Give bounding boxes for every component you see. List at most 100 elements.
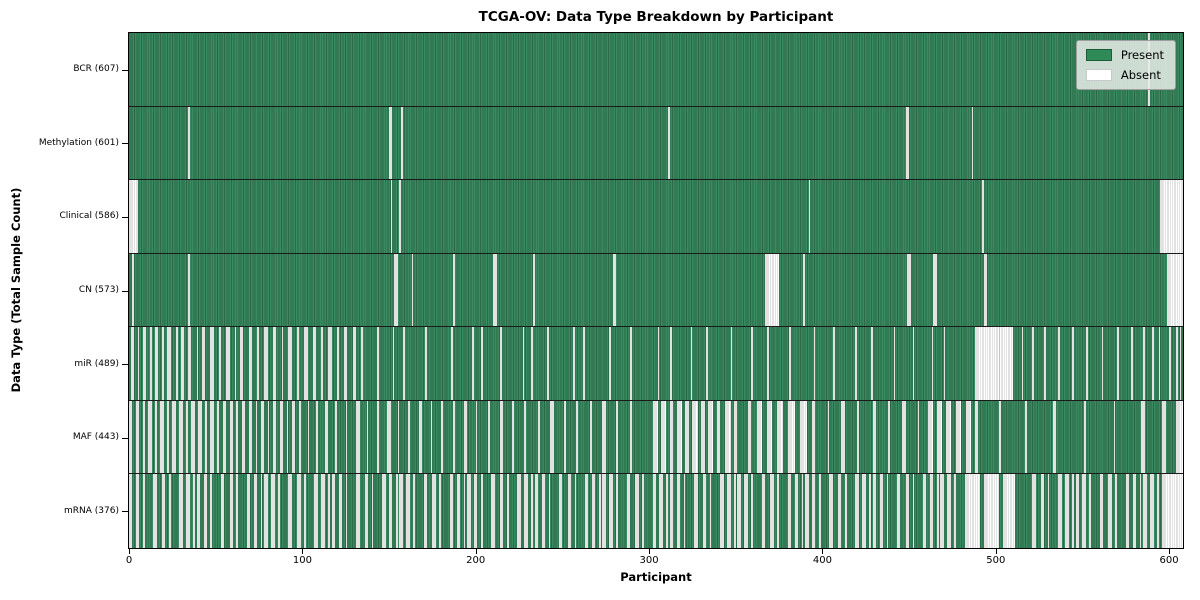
absent-stripe: [272, 327, 277, 400]
absent-stripe: [676, 474, 681, 548]
absent-stripe: [364, 474, 369, 548]
absent-stripe: [933, 253, 937, 327]
absent-stripe: [709, 474, 712, 548]
absent-stripe: [137, 327, 140, 400]
absent-stripe: [1115, 474, 1118, 548]
absent-stripe: [524, 474, 528, 548]
absent-stripe: [1025, 400, 1027, 474]
absent-stripe: [1158, 327, 1161, 400]
absent-stripe: [297, 474, 301, 548]
absent-stripe: [187, 106, 190, 180]
absent-stripe: [390, 180, 393, 253]
absent-stripe: [181, 327, 185, 400]
absent-stripe: [870, 327, 873, 400]
absent-stripe: [167, 327, 171, 400]
absent-stripe: [397, 400, 400, 474]
absent-stripe: [765, 253, 780, 327]
y-axis-tick: [122, 290, 128, 292]
absent-stripe: [286, 400, 289, 474]
absent-stripe: [371, 474, 374, 548]
absent-stripe: [777, 400, 783, 474]
absent-stripe: [872, 400, 877, 474]
absent-stripe: [548, 474, 551, 548]
absent-stripe: [531, 474, 533, 548]
absent-stripe: [931, 327, 934, 400]
absent-stripe: [813, 327, 816, 400]
absent-stripe: [574, 474, 577, 548]
absent-stripe: [583, 327, 585, 400]
legend-entry-absent: Absent: [1085, 68, 1164, 82]
absent-stripe: [1117, 327, 1119, 400]
absent-stripe: [304, 474, 306, 548]
absent-stripe: [886, 474, 889, 548]
legend-entry-present: Present: [1085, 48, 1164, 62]
absent-stripe: [706, 327, 708, 400]
absent-stripe: [905, 474, 910, 548]
absent-stripe: [966, 400, 972, 474]
absent-stripe: [974, 327, 1014, 400]
absent-stripe: [787, 400, 795, 474]
absent-stripe: [343, 327, 348, 400]
absent-stripe: [161, 474, 166, 548]
absent-stripe: [999, 400, 1001, 474]
y-axis-tick: [122, 437, 128, 439]
legend-absent-swatch: [1085, 69, 1112, 81]
heatmap-row-mrna: [129, 474, 1183, 548]
absent-stripe: [584, 474, 589, 548]
absent-stripe: [974, 400, 979, 474]
absent-stripe: [179, 400, 183, 474]
absent-stripe: [1108, 474, 1112, 548]
heatmap-row-cn: [129, 253, 1183, 328]
absent-stripe: [248, 400, 253, 474]
absent-stripe: [818, 474, 821, 548]
absent-stripe: [172, 400, 176, 474]
absent-stripe: [777, 474, 780, 548]
y-axis-tick: [122, 69, 128, 71]
absent-stripe: [524, 400, 526, 474]
absent-stripe: [463, 474, 466, 548]
absent-stripe: [168, 474, 171, 548]
absent-stripe: [328, 327, 332, 400]
absent-stripe: [451, 327, 454, 400]
absent-stripe: [827, 400, 830, 474]
absent-stripe: [467, 474, 471, 548]
chart-legend: Present Absent: [1075, 40, 1176, 90]
absent-stripe: [971, 106, 974, 180]
absent-stripe: [418, 400, 422, 474]
absent-stripe: [803, 253, 806, 327]
absent-stripe: [766, 400, 773, 474]
absent-stripe: [395, 474, 398, 548]
absent-stripe: [702, 474, 707, 548]
heatmap-row-methylation: [129, 106, 1183, 181]
absent-stripe: [387, 400, 391, 474]
x-axis-tick: [649, 549, 651, 554]
absent-stripe: [964, 474, 981, 548]
absent-stripe: [576, 400, 578, 474]
absent-stripe: [198, 400, 202, 474]
absent-stripe: [522, 327, 525, 400]
absent-stripe: [219, 327, 221, 400]
absent-stripe: [805, 474, 809, 548]
x-tick-label-100: 100: [292, 555, 312, 566]
absent-stripe: [879, 474, 884, 548]
absent-stripe: [630, 400, 632, 474]
absent-stripe: [272, 400, 277, 474]
absent-stripe: [609, 327, 611, 400]
absent-stripe: [271, 474, 275, 548]
absent-stripe: [708, 400, 714, 474]
absent-stripe: [737, 474, 741, 548]
absent-stripe: [1157, 474, 1159, 548]
absent-stripe: [389, 106, 393, 180]
absent-stripe: [1160, 180, 1183, 253]
absent-stripe: [413, 474, 416, 548]
absent-stripe: [155, 327, 159, 400]
absent-stripe: [794, 474, 799, 548]
absent-stripe: [983, 474, 1000, 548]
absent-stripe: [402, 327, 405, 400]
absent-stripe: [1162, 474, 1183, 548]
absent-stripe: [1085, 327, 1088, 400]
absent-stripe: [669, 474, 674, 548]
absent-stripe: [812, 474, 816, 548]
heatmap-row-bcr: [129, 33, 1183, 107]
absent-stripe: [720, 474, 724, 548]
